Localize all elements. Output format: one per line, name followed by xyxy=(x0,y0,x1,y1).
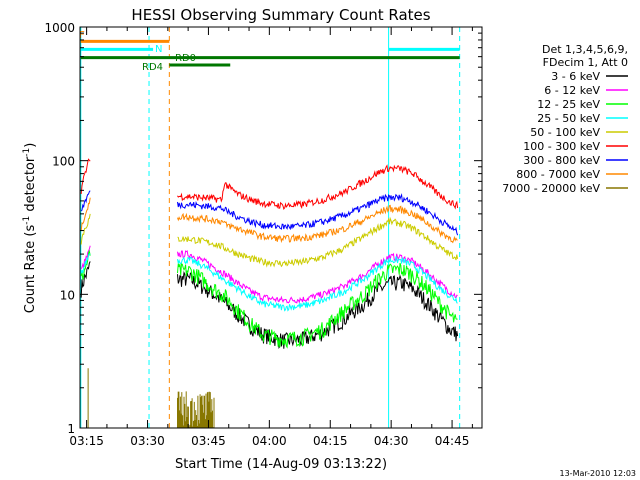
series-line xyxy=(177,164,459,210)
series-line xyxy=(80,252,91,274)
footer-timestamp: 13-Mar-2010 12:03 xyxy=(560,469,637,478)
legend-header-2: FDecim 1, Att 0 xyxy=(543,56,628,69)
series-line xyxy=(80,245,91,270)
y-tick-label: 100 xyxy=(52,155,75,169)
legend-entry-label: 300 - 800 keV xyxy=(523,154,600,167)
legend: Det 1,3,4,5,6,9, FDecim 1, Att 0 3 - 6 k… xyxy=(502,43,628,195)
status-bar-label-rd0: RD0 xyxy=(175,53,196,64)
status-bar-label-f: F xyxy=(79,30,85,41)
y-axis: 1 10 100 1000 xyxy=(44,21,482,436)
status-bar-label-n: N xyxy=(155,44,162,55)
series-line xyxy=(177,216,459,268)
series-line xyxy=(80,261,91,298)
y-axis-label-mid: detector xyxy=(23,156,38,216)
plot-frame xyxy=(79,26,483,429)
x-axis-label: Start Time (14-Aug-09 03:13:22) xyxy=(175,457,387,472)
x-tick-label: 03:30 xyxy=(130,434,165,448)
series-line xyxy=(80,190,91,212)
series-line xyxy=(177,262,458,349)
legend-entry-label: 7000 - 20000 keV xyxy=(502,182,600,195)
legend-header-1: Det 1,3,4,5,6,9, xyxy=(542,43,628,56)
series-line xyxy=(177,250,458,305)
x-tick-label: 04:00 xyxy=(252,434,287,448)
x-tick-label: 03:15 xyxy=(69,434,104,448)
x-tick-label: 03:45 xyxy=(191,434,226,448)
y-axis-label-sup1: -1 xyxy=(22,216,32,225)
series-line xyxy=(177,193,459,236)
x-axis: 03:15 03:30 03:45 04:00 04:15 04:30 04:45 xyxy=(69,27,473,448)
legend-entry-label: 6 - 12 keV xyxy=(544,84,600,97)
x-tick-label: 04:30 xyxy=(374,434,409,448)
x-tick-label: 04:45 xyxy=(435,434,470,448)
y-tick-label: 1000 xyxy=(44,21,75,35)
series-line xyxy=(177,256,458,312)
legend-entry-label: 50 - 100 keV xyxy=(530,126,600,139)
y-axis-label: Count Rate (s-1 detector-1) xyxy=(22,143,38,314)
y-axis-label-end: ) xyxy=(23,143,38,148)
series-line xyxy=(177,204,458,244)
series-line xyxy=(80,197,91,232)
legend-entry-label: 800 - 7000 keV xyxy=(516,168,600,181)
series-line xyxy=(80,213,91,245)
series-line xyxy=(80,158,91,194)
x-tick-label: 04:15 xyxy=(313,434,348,448)
status-bar-label-rd4: RD4 xyxy=(142,62,163,73)
chart-title: HESSI Observing Summary Count Rates xyxy=(131,6,430,24)
y-tick-label: 10 xyxy=(60,288,75,302)
legend-entry-label: 12 - 25 keV xyxy=(537,98,600,111)
y-tick-label: 1 xyxy=(67,422,75,436)
series-line xyxy=(177,391,215,428)
legend-entry-label: 3 - 6 keV xyxy=(551,70,600,83)
series-line xyxy=(80,249,91,280)
y-axis-label-sup2: -1 xyxy=(22,148,32,157)
plot-area: F N RD0 RD4 xyxy=(79,27,461,428)
legend-entry-label: 25 - 50 keV xyxy=(537,112,600,125)
y-axis-label-main: Count Rate (s xyxy=(23,225,38,314)
legend-entry-label: 100 - 300 keV xyxy=(523,140,600,153)
